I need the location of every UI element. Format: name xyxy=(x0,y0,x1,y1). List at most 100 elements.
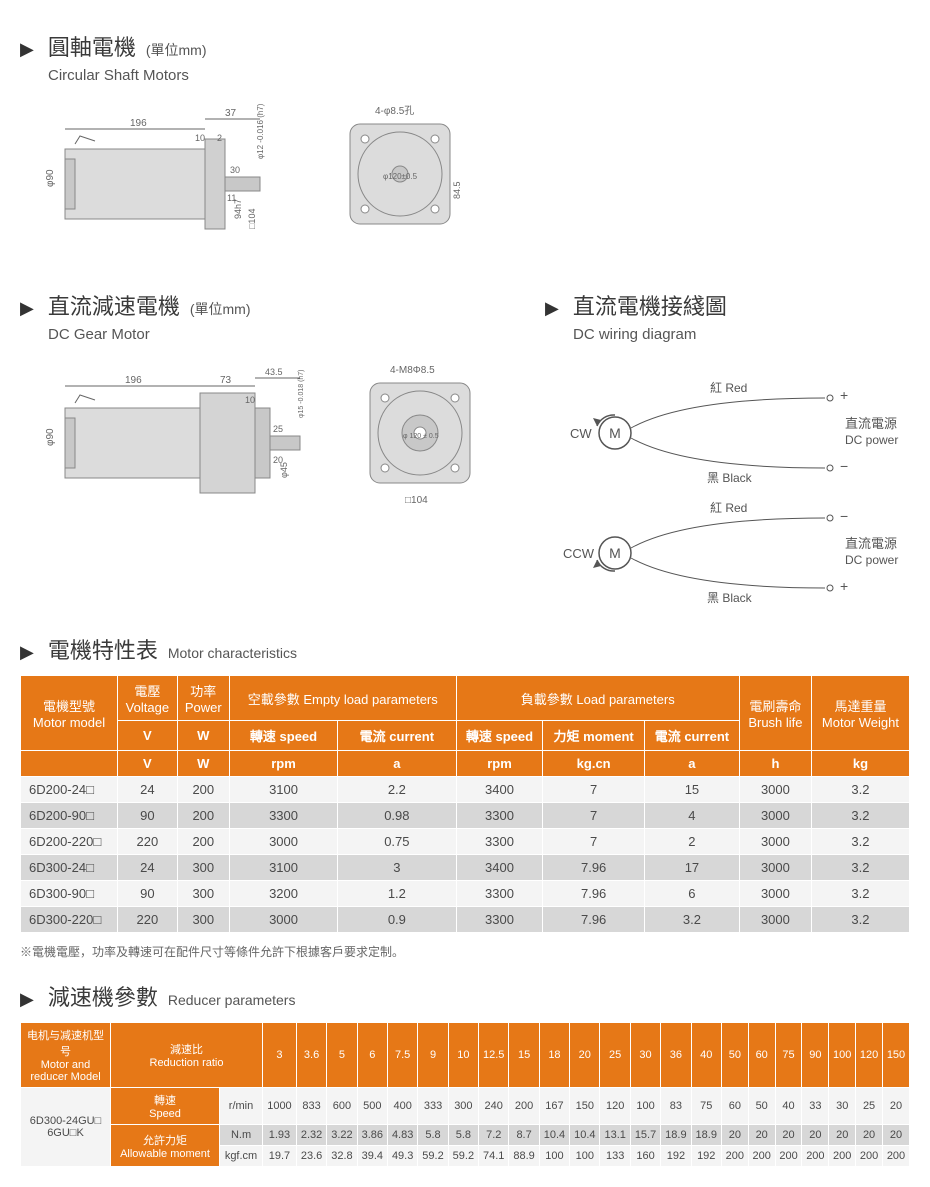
svg-text:4-M8Φ8.5: 4-M8Φ8.5 xyxy=(390,365,435,376)
section4-title-en: Motor characteristics xyxy=(168,645,297,661)
ratio-header: 9 xyxy=(418,1023,448,1088)
ratio-header: 15 xyxy=(509,1023,539,1088)
svg-text:DC power: DC power xyxy=(845,553,898,567)
th-brush: 電刷壽命 Brush life xyxy=(739,676,811,751)
ratio-header: 3 xyxy=(263,1023,297,1088)
reducer-model-cell: 6D300-24GU□ 6GU□K xyxy=(21,1088,111,1167)
wiring-diagram: M CW 紅 Red 黑 Black + − 直流電源 DC power M C… xyxy=(545,378,930,618)
svg-text:直流電源: 直流電源 xyxy=(845,536,897,551)
th-red-model: 电机与减速机型号 Motor and reducer Model xyxy=(21,1023,111,1088)
section1-unit: (單位mm) xyxy=(146,40,207,60)
section1-diagram: 196 37 10 2 30 φ12 -0.016 (h7) 11 94h7 φ… xyxy=(45,99,910,249)
svg-text:紅 Red: 紅 Red xyxy=(710,381,747,395)
svg-text:φ 120 ± 0.5: φ 120 ± 0.5 xyxy=(403,433,439,440)
ratio-header: 75 xyxy=(775,1023,802,1088)
svg-text:φ15 -0.018 (h7): φ15 -0.018 (h7) xyxy=(298,369,305,418)
ratio-header: 30 xyxy=(630,1023,660,1088)
section2-diagram: 196 73 43.5 10 25 φ15 -0.018 (h7) 20 φ45… xyxy=(45,358,485,518)
ratio-header: 150 xyxy=(882,1023,909,1088)
svg-text:+: + xyxy=(840,578,848,594)
svg-text:φ90: φ90 xyxy=(45,428,56,446)
ratio-header: 90 xyxy=(802,1023,829,1088)
section4-title-cn: 電機特性表 xyxy=(48,633,158,665)
section1-title-cn: 圓軸電機 xyxy=(48,30,136,62)
table-row: 6D300-220□22030030000.933007.963.230003.… xyxy=(21,907,910,933)
section1-title-en: Circular Shaft Motors xyxy=(48,67,910,84)
th-empty: 空載參數 Empty load parameters xyxy=(229,676,456,721)
th-power: 功率 Power xyxy=(177,676,229,721)
svg-text:2: 2 xyxy=(217,133,222,143)
svg-text:196: 196 xyxy=(125,375,142,386)
svg-text:φ12 -0.016 (h7): φ12 -0.016 (h7) xyxy=(256,103,265,159)
svg-text:84.5: 84.5 xyxy=(452,181,462,199)
svg-text:φ90: φ90 xyxy=(45,169,56,187)
motor-char-table: 電機型號 Motor model 電壓 Voltage 功率 Power 空載參… xyxy=(20,675,910,933)
table-row: 6D200-220□22020030000.7533007230003.2 xyxy=(21,829,910,855)
svg-text:M: M xyxy=(609,545,621,561)
svg-text:94h7: 94h7 xyxy=(233,199,243,219)
table-row: 6D200-24□2420031002.2340071530003.2 xyxy=(21,777,910,803)
ratio-header: 120 xyxy=(856,1023,883,1088)
svg-text:30: 30 xyxy=(230,165,240,175)
ratio-header: 20 xyxy=(570,1023,600,1088)
triangle-icon: ▶ xyxy=(20,298,34,319)
ratio-header: 6 xyxy=(357,1023,387,1088)
table-row: 6D200-90□9020033000.9833007430003.2 xyxy=(21,803,910,829)
svg-text:+: + xyxy=(840,387,848,403)
section2-title: ▶ 直流減速電機 (單位mm) xyxy=(20,289,485,321)
svg-text:10: 10 xyxy=(245,395,255,405)
section2-unit: (單位mm) xyxy=(190,299,251,319)
svg-text:−: − xyxy=(840,508,848,524)
section5-title: ▶ 減速機參數 Reducer parameters xyxy=(20,980,910,1012)
svg-text:□104: □104 xyxy=(405,495,428,506)
ratio-header: 7.5 xyxy=(387,1023,417,1088)
svg-text:φ45: φ45 xyxy=(279,462,289,478)
ratio-header: 36 xyxy=(661,1023,691,1088)
table-row: 允許力矩Allowable momentN.m1.932.323.223.864… xyxy=(21,1125,910,1146)
svg-text:紅 Red: 紅 Red xyxy=(710,501,747,515)
ratio-header: 25 xyxy=(600,1023,630,1088)
ratio-header: 100 xyxy=(829,1023,856,1088)
svg-text:43.5: 43.5 xyxy=(265,367,283,377)
svg-text:M: M xyxy=(609,425,621,441)
th-ratio: 減速比 Reduction ratio xyxy=(111,1023,263,1088)
svg-text:DC power: DC power xyxy=(845,433,898,447)
svg-text:−: − xyxy=(840,458,848,474)
section5-title-en: Reducer parameters xyxy=(168,992,296,1008)
svg-text:10: 10 xyxy=(195,133,205,143)
svg-text:196: 196 xyxy=(130,118,147,129)
ratio-header: 50 xyxy=(721,1023,748,1088)
section3-title: ▶ 直流電機接綫圖 xyxy=(545,289,930,321)
svg-text:25: 25 xyxy=(273,424,283,434)
svg-text:□104: □104 xyxy=(247,209,257,229)
section1-title: ▶ 圓軸電機 (單位mm) xyxy=(20,30,910,62)
section2-title-en: DC Gear Motor xyxy=(48,326,485,343)
svg-text:73: 73 xyxy=(220,375,232,386)
svg-text:直流電源: 直流電源 xyxy=(845,416,897,431)
ratio-header: 60 xyxy=(748,1023,775,1088)
th-model: 電機型號 Motor model xyxy=(21,676,118,751)
ratio-header: 12.5 xyxy=(479,1023,509,1088)
ratio-header: 3.6 xyxy=(296,1023,326,1088)
th-espeed: 轉速 speed xyxy=(229,721,337,751)
th-lmoment: 力矩 moment xyxy=(543,721,645,751)
ratio-header: 10 xyxy=(448,1023,478,1088)
reducer-table: 电机与减速机型号 Motor and reducer Model 減速比 Red… xyxy=(20,1022,910,1167)
th-lcurrent: 電流 current xyxy=(644,721,739,751)
motor-note: ※電機電壓，功率及轉速可在配件尺寸等條件允許下根據客戶要求定制。 xyxy=(20,943,910,960)
svg-text:黑 Black: 黑 Black xyxy=(707,471,753,485)
svg-text:4-φ8.5孔: 4-φ8.5孔 xyxy=(375,105,414,117)
motor-front-view: 4-φ8.5孔 φ120±0.5 84.5 xyxy=(325,99,475,249)
section4-title: ▶ 電機特性表 Motor characteristics xyxy=(20,633,910,665)
gearmotor-side-view: 196 73 43.5 10 25 φ15 -0.018 (h7) 20 φ45… xyxy=(45,358,335,518)
section3-title-en: DC wiring diagram xyxy=(573,326,930,343)
section2-title-cn: 直流減速電機 xyxy=(48,289,180,321)
triangle-icon: ▶ xyxy=(20,642,34,663)
th-ecurrent: 電流 current xyxy=(338,721,456,751)
triangle-icon: ▶ xyxy=(545,298,559,319)
svg-text:黑 Black: 黑 Black xyxy=(707,591,753,605)
table-row: 6D300-24GU□ 6GU□K轉速Speedr/min10008336005… xyxy=(21,1088,910,1125)
svg-text:CW: CW xyxy=(570,426,592,441)
motor-side-view: 196 37 10 2 30 φ12 -0.016 (h7) 11 94h7 φ… xyxy=(45,99,305,249)
table-row: 6D300-90□9030032001.233007.96630003.2 xyxy=(21,881,910,907)
